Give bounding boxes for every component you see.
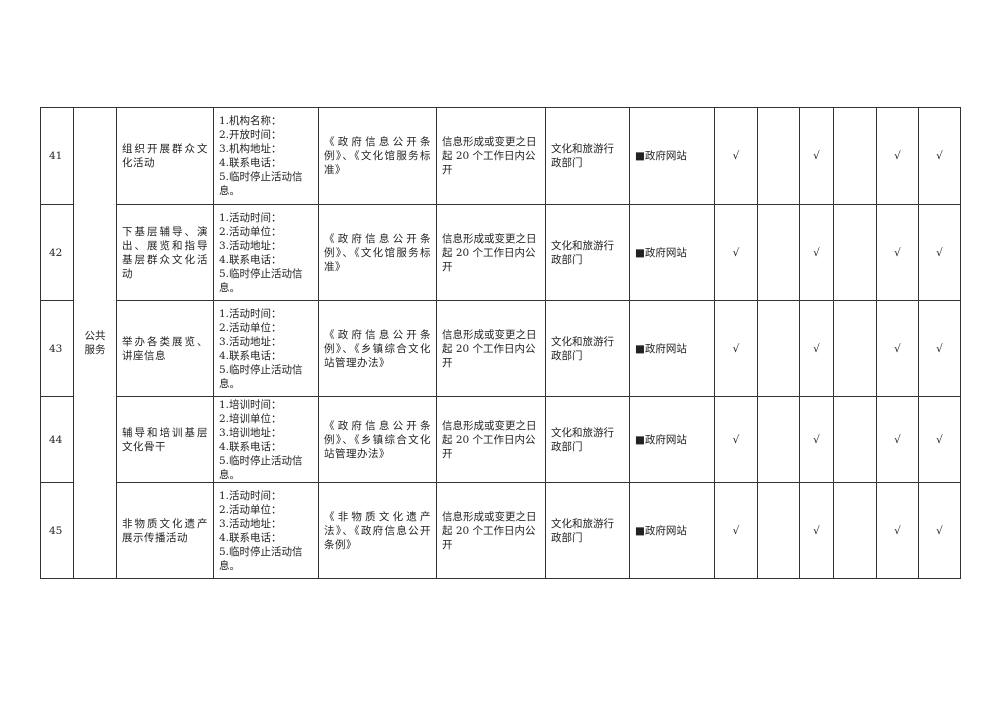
content-cell: 1.活动时间： 2.活动单位： 3.活动地址： 4.联系电话： 5.临时停止活动信息。 (213, 300, 319, 397)
content-line: 5.临时停止活动信息。 (219, 454, 303, 481)
check-cell (833, 396, 877, 483)
content-line: 3.活动地址： (219, 335, 282, 348)
dept-cell: 文化和旅游行政部门 (545, 482, 630, 579)
check-cell: √ (714, 300, 758, 397)
check-cell: √ (876, 204, 919, 301)
basis-cell: 《非物质文化遗产法》、《政府信息公开条例》 (318, 482, 437, 579)
basis-cell: 《政府信息公开条例》、《文化馆服务标准》 (318, 204, 437, 301)
dept-cell: 文化和旅游行政部门 (545, 300, 630, 397)
content-line: 2.活动单位： (219, 503, 282, 516)
category-cell: 公共服务 (73, 107, 117, 579)
content-line: 2.活动单位： (219, 225, 282, 238)
check-cell: √ (918, 204, 961, 301)
check-cell (757, 204, 800, 301)
content-line: 4.联系电话： (219, 531, 282, 544)
check-cell: √ (714, 482, 758, 579)
channel-cell: ■政府网站 (629, 300, 715, 397)
table-row: 44 辅导和培训基层文化骨干 1.培训时间： 2.培训单位： 3.培训地址： 4.联系电话… (40, 396, 961, 483)
time-cell: 信息形成或变更之日起 20 个工作日内公开 (436, 204, 546, 301)
check-cell (833, 107, 877, 205)
check-cell: √ (876, 300, 919, 397)
time-cell: 信息形成或变更之日起 20 个工作日内公开 (436, 300, 546, 397)
item-cell: 非物质文化遗产展示传播活动 (116, 482, 214, 579)
channel-cell: ■政府网站 (629, 107, 715, 205)
dept-cell: 文化和旅游行政部门 (545, 204, 630, 301)
check-cell: √ (918, 482, 961, 579)
content-line: 3.培训地址： (219, 426, 282, 439)
check-cell: √ (876, 482, 919, 579)
content-cell: 1.活动时间： 2.活动单位： 3.活动地址： 4.联系电话： 5.临时停止活动信息。 (213, 204, 319, 301)
time-cell: 信息形成或变更之日起 20 个工作日内公开 (436, 396, 546, 483)
content-line: 2.开放时间： (219, 129, 282, 141)
content-line: 1.活动时间： (219, 489, 282, 502)
table-row: 45 非物质文化遗产展示传播活动 1.活动时间： 2.活动单位： 3.活动地址： 4.联系… (40, 482, 961, 579)
table-row: 42 下基层辅导、演出、展览和指导基层群众文化活动 1.活动时间： 2.活动单位： 3.… (40, 204, 961, 301)
content-line: 4.联系电话： (219, 349, 282, 362)
table-row: 43 举办各类展览、讲座信息 1.活动时间： 2.活动单位： 3.活动地址： 4.联系电话… (40, 300, 961, 397)
check-cell: √ (918, 396, 961, 483)
check-cell: √ (799, 482, 834, 579)
content-line: 3.机构地址： (219, 143, 282, 155)
content-cell: 1.机构名称： 2.开放时间： 3.机构地址： 4.联系电话： 5.临时停止活动信息。 (213, 107, 319, 205)
check-cell: √ (876, 396, 919, 483)
item-cell: 下基层辅导、演出、展览和指导基层群众文化活动 (116, 204, 214, 301)
content-line: 5.临时停止活动信息。 (219, 171, 303, 197)
content-line: 3.活动地址： (219, 517, 282, 530)
check-cell: √ (799, 204, 834, 301)
content-line: 3.活动地址： (219, 239, 282, 252)
item-cell: 举办各类展览、讲座信息 (116, 300, 214, 397)
check-cell: √ (714, 204, 758, 301)
row-number: 43 (40, 300, 74, 397)
check-cell: √ (876, 107, 919, 205)
dept-cell: 文化和旅游行政部门 (545, 396, 630, 483)
channel-cell: ■政府网站 (629, 482, 715, 579)
time-cell: 信息形成或变更之日起 20 个工作日内公开 (436, 107, 546, 205)
content-line: 2.培训单位： (219, 412, 282, 425)
content-line: 4.联系电话： (219, 440, 282, 453)
content-line: 5.临时停止活动信息。 (219, 363, 303, 390)
channel-cell: ■政府网站 (629, 396, 715, 483)
item-cell: 辅导和培训基层文化骨干 (116, 396, 214, 483)
check-cell: √ (799, 300, 834, 397)
content-cell: 1.培训时间： 2.培训单位： 3.培训地址： 4.联系电话： 5.临时停止活动信息。 (213, 396, 319, 483)
content-line: 5.临时停止活动信息。 (219, 545, 303, 572)
basis-cell: 《政府信息公开条例》、《乡镇综合文化站管理办法》 (318, 300, 437, 397)
check-cell (833, 204, 877, 301)
channel-cell: ■政府网站 (629, 204, 715, 301)
content-line: 1.培训时间： (219, 398, 282, 411)
basis-cell: 《政府信息公开条例》、《文化馆服务标准》 (318, 107, 437, 205)
row-number: 44 (40, 396, 74, 483)
dept-cell: 文化和旅游行政部门 (545, 107, 630, 205)
check-cell (757, 396, 800, 483)
check-cell (757, 482, 800, 579)
disclosure-table: 41 公共服务 组织开展群众文化活动 1.机构名称： 2.开放时间： 3.机构地址： 4.联… (40, 107, 961, 579)
content-cell: 1.活动时间： 2.活动单位： 3.活动地址： 4.联系电话： 5.临时停止活动信息。 (213, 482, 319, 579)
item-cell: 组织开展群众文化活动 (116, 107, 214, 205)
check-cell (757, 300, 800, 397)
check-cell: √ (714, 396, 758, 483)
table-row: 41 公共服务 组织开展群众文化活动 1.机构名称： 2.开放时间： 3.机构地址： 4.联… (40, 107, 961, 579)
content-line: 5.临时停止活动信息。 (219, 267, 303, 294)
content-line: 4.联系电话： (219, 157, 282, 169)
check-cell: √ (714, 107, 758, 205)
row-number: 45 (40, 482, 74, 579)
check-cell (833, 300, 877, 397)
check-cell: √ (799, 396, 834, 483)
check-cell: √ (918, 107, 961, 205)
check-cell: √ (799, 107, 834, 205)
check-cell (757, 107, 800, 205)
check-cell: √ (918, 300, 961, 397)
row-number: 41 (40, 107, 74, 205)
check-cell (833, 482, 877, 579)
row-number: 42 (40, 204, 74, 301)
basis-cell: 《政府信息公开条例》、《乡镇综合文化站管理办法》 (318, 396, 437, 483)
content-line: 4.联系电话： (219, 253, 282, 266)
content-line: 2.活动单位： (219, 321, 282, 334)
content-line: 1.活动时间： (219, 211, 282, 224)
content-line: 1.机构名称： (219, 115, 282, 127)
time-cell: 信息形成或变更之日起 20 个工作日内公开 (436, 482, 546, 579)
content-line: 1.活动时间： (219, 307, 282, 320)
